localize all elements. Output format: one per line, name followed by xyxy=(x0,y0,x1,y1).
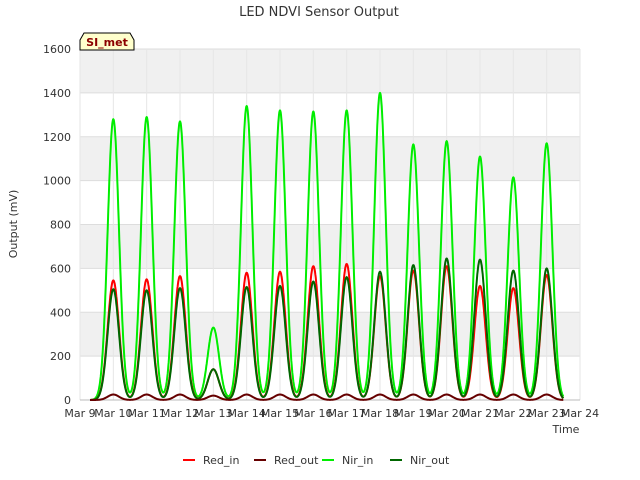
grid-band xyxy=(80,312,580,357)
legend-label: Red_out xyxy=(274,454,319,467)
x-tick-label: Mar 9 xyxy=(64,407,95,420)
site-label: SI_met xyxy=(86,36,128,49)
y-tick-label: 1200 xyxy=(43,131,71,144)
y-tick-label: 200 xyxy=(50,350,71,363)
grid-band xyxy=(80,49,580,93)
x-tick-label: Mar 13 xyxy=(194,407,232,420)
x-tick-label: Mar 21 xyxy=(461,407,499,420)
series-lines xyxy=(89,91,565,401)
y-tick-label: 1600 xyxy=(43,43,71,56)
x-tick-label: Mar 15 xyxy=(261,407,299,420)
y-tick-label: 1000 xyxy=(43,175,71,188)
series-line-nir-in xyxy=(89,91,565,401)
y-tick-label: 0 xyxy=(64,394,71,407)
x-tick-label: Mar 20 xyxy=(428,407,466,420)
series-line-nir-out xyxy=(89,257,565,401)
grid-band xyxy=(80,136,580,181)
x-tick-label: Mar 19 xyxy=(394,407,432,420)
site-badge: SI_met xyxy=(79,32,135,51)
x-tick-label: Mar 17 xyxy=(328,407,366,420)
y-tick-label: 600 xyxy=(50,262,71,275)
y-tick-label: 400 xyxy=(50,306,71,319)
y-axis-ticks: 0 200 400 600 800 1000 1200 1400 1600 xyxy=(43,43,71,407)
x-tick-label: Mar 18 xyxy=(361,407,399,420)
chart-title: LED NDVI Sensor Output xyxy=(239,5,399,20)
legend-label: Nir_out xyxy=(410,454,450,467)
legend-label: Nir_in xyxy=(342,454,373,467)
y-tick-label: 800 xyxy=(50,219,71,232)
x-tick-label: Mar 16 xyxy=(294,407,332,420)
legend: Red_in Red_out Nir_in Nir_out xyxy=(183,454,450,467)
x-tick-label: Mar 11 xyxy=(128,407,166,420)
y-tick-label: 1400 xyxy=(43,87,71,100)
grid-band xyxy=(80,224,580,269)
x-tick-label: Mar 12 xyxy=(161,407,199,420)
x-tick-label: Mar 22 xyxy=(494,407,532,420)
x-tick-label: Mar 24 xyxy=(561,407,599,420)
x-tick-label: Mar 23 xyxy=(528,407,566,420)
x-tick-label: Mar 14 xyxy=(228,407,266,420)
x-tick-label: Mar 10 xyxy=(94,407,132,420)
y-axis-label: Output (mV) xyxy=(7,190,20,259)
legend-label: Red_in xyxy=(203,454,239,467)
series-line-red-out xyxy=(89,393,564,401)
x-axis-label: Time xyxy=(552,423,580,436)
